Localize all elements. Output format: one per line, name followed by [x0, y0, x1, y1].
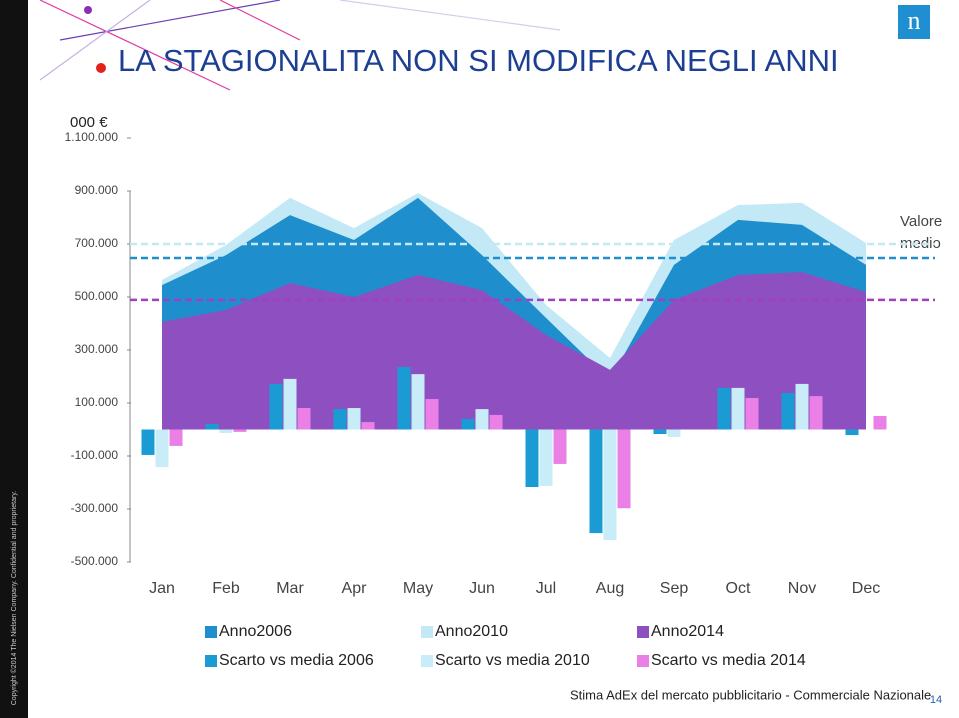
bar [539, 429, 553, 486]
legend-swatch [421, 655, 433, 667]
y-tick-label: 1.100.000 [65, 130, 119, 144]
x-tick-label: Aug [596, 580, 624, 597]
legend-label: Anno2014 [651, 623, 724, 640]
logo-text: n [908, 6, 921, 35]
legend-swatch [421, 626, 433, 638]
y-tick-label: -500.000 [71, 554, 119, 568]
legend-swatch [637, 655, 649, 667]
bar [603, 429, 617, 541]
legend-label: Anno2010 [435, 623, 508, 640]
chart-title: LA STAGIONALITA NON SI MODIFICA NEGLI AN… [118, 43, 839, 78]
bar [347, 408, 361, 430]
bar [425, 399, 439, 430]
bar [169, 429, 183, 446]
legend-swatch [637, 626, 649, 638]
bar [333, 409, 347, 430]
bar [475, 409, 489, 430]
bar [397, 366, 411, 430]
x-tick-label: Jan [149, 580, 175, 597]
bar [205, 423, 219, 430]
x-tick-label: Jul [536, 580, 556, 597]
legend-label: Anno2006 [219, 623, 292, 640]
bar [361, 422, 375, 430]
bar [297, 408, 311, 430]
bar [283, 378, 297, 430]
bar [553, 429, 567, 464]
bar [745, 397, 759, 430]
x-tick-label: Mar [276, 580, 304, 597]
y-tick-label: 700.000 [75, 236, 119, 250]
bar [589, 429, 603, 534]
y-tick-label: 300.000 [75, 342, 119, 356]
bar [141, 429, 155, 455]
bar [731, 387, 745, 430]
bar [667, 429, 681, 437]
bar [795, 383, 809, 430]
bar [809, 396, 823, 430]
side-stripe [0, 0, 28, 718]
x-tick-label: May [403, 580, 433, 597]
x-tick-label: Sep [660, 580, 689, 597]
x-tick-label: Dec [852, 580, 880, 597]
logo [898, 5, 930, 39]
x-tick-label: Nov [788, 580, 816, 597]
bar [489, 414, 503, 430]
decoration [39, 0, 561, 91]
legend-swatch [205, 655, 217, 667]
bar [873, 415, 887, 430]
bar [653, 429, 667, 435]
y-tick-label: 900.000 [75, 183, 119, 197]
y-tick-label: 500.000 [75, 289, 119, 303]
x-tick-label: Jun [469, 580, 495, 597]
y-unit: 000 € [70, 114, 108, 131]
legend-label: Scarto vs media 2010 [435, 652, 590, 669]
bar [781, 392, 795, 430]
legend-label: Scarto vs media 2014 [651, 652, 806, 669]
bar [233, 429, 247, 432]
x-tick-label: Apr [342, 580, 368, 597]
page-number: 14 [930, 694, 942, 706]
legend-label: Scarto vs media 2006 [219, 652, 374, 669]
x-tick-label: Oct [726, 580, 751, 597]
bar [717, 387, 731, 430]
legend-swatch [205, 626, 217, 638]
bar [219, 429, 233, 433]
bar [411, 374, 425, 430]
bar [845, 429, 859, 436]
area [162, 272, 866, 430]
copyright: Copyright ©2014 The Nielsen Company. Con… [10, 491, 18, 706]
y-tick-label: -300.000 [71, 501, 119, 515]
bar [617, 429, 631, 509]
bar [269, 383, 283, 430]
bar [461, 418, 475, 430]
y-tick-label: -100.000 [71, 448, 119, 462]
footer: Stima AdEx del mercato pubblicitario - C… [570, 687, 931, 702]
bar [525, 429, 539, 488]
mean-label-1: Valore medio [900, 213, 942, 252]
x-tick-label: Feb [212, 580, 240, 597]
y-tick-label: 100.000 [75, 395, 119, 409]
bar [155, 429, 169, 468]
